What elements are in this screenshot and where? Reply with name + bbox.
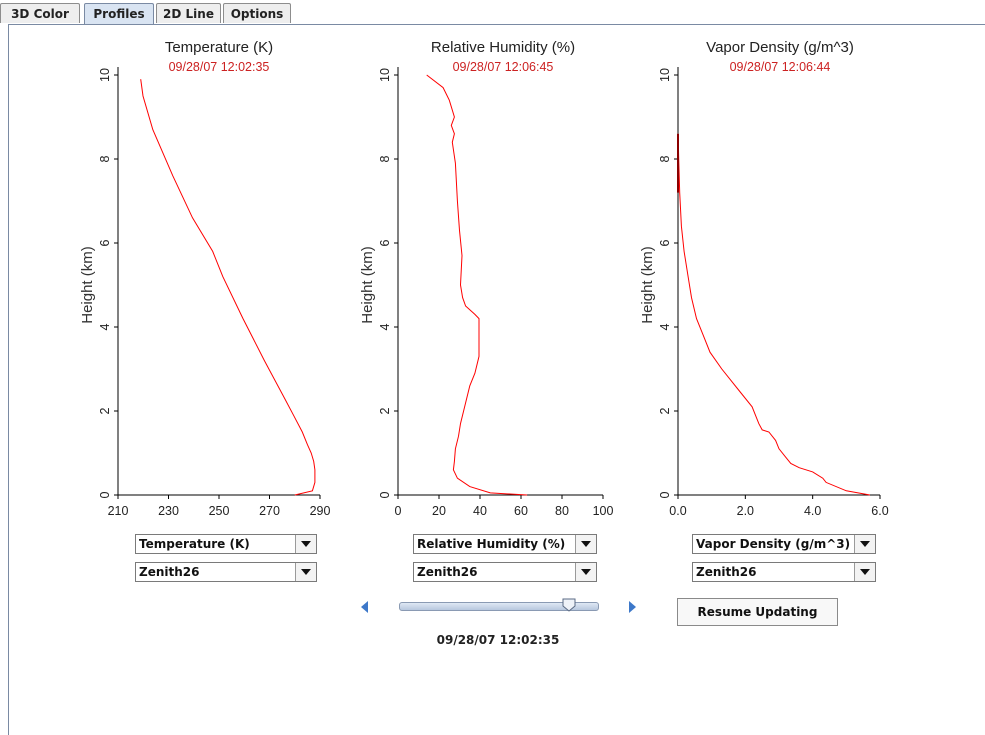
x-tick-label: 60 <box>514 504 528 518</box>
x-tick-label: 0 <box>395 504 402 518</box>
time-slider-track[interactable] <box>399 602 599 611</box>
variable-select-humidity[interactable]: Relative Humidity (%) <box>413 534 597 554</box>
y-tick-label: 8 <box>658 155 672 162</box>
y-axis-label: Height (km) <box>359 246 376 324</box>
profile-line <box>140 79 316 496</box>
chart-title: Vapor Density (g/m^3) <box>706 39 854 56</box>
y-tick-label: 8 <box>378 155 392 162</box>
variable-select-value: Relative Humidity (%) <box>417 537 566 551</box>
x-tick-label: 250 <box>209 504 230 518</box>
step-forward-arrow-icon[interactable] <box>629 601 636 613</box>
chevron-down-icon[interactable] <box>295 563 316 581</box>
variable-select-temperature[interactable]: Temperature (K) <box>135 534 317 554</box>
profile-chart-3: Vapor Density (g/m^3) 09/28/07 12:06:44 0.… <box>639 39 889 518</box>
y-tick-label: 8 <box>98 155 112 162</box>
y-tick-label: 10 <box>658 68 672 82</box>
location-select-vapor[interactable]: Zenith26 <box>692 562 876 582</box>
chart-timestamp: 09/28/07 12:06:44 <box>730 60 831 74</box>
y-tick-label: 4 <box>378 323 392 330</box>
y-axis-label: Height (km) <box>639 246 656 324</box>
x-tick-label: 4.0 <box>804 504 821 518</box>
y-tick-label: 6 <box>378 239 392 246</box>
x-tick-label: 6.0 <box>871 504 888 518</box>
current-time-label: 09/28/07 12:02:35 <box>436 633 560 647</box>
y-tick-label: 6 <box>658 239 672 246</box>
location-select-value: Zenith26 <box>696 565 757 579</box>
x-tick-label: 230 <box>158 504 179 518</box>
time-slider-thumb[interactable] <box>562 598 576 612</box>
chevron-down-icon[interactable] <box>575 563 596 581</box>
y-tick-label: 10 <box>98 68 112 82</box>
x-tick-label: 290 <box>310 504 331 518</box>
y-tick-label: 2 <box>98 407 112 414</box>
location-select-temperature[interactable]: Zenith26 <box>135 562 317 582</box>
y-tick-label: 2 <box>658 407 672 414</box>
location-select-value: Zenith26 <box>417 565 478 579</box>
variable-select-value: Temperature (K) <box>139 537 250 551</box>
x-tick-label: 270 <box>259 504 280 518</box>
tab-3d-color[interactable]: 3D Color <box>0 3 80 23</box>
chart-timestamp: 09/28/07 12:02:35 <box>169 60 270 74</box>
y-tick-label: 6 <box>98 239 112 246</box>
resume-updating-button[interactable]: Resume Updating <box>677 598 838 626</box>
tab-2d-line[interactable]: 2D Line <box>156 3 221 23</box>
profile-line <box>677 133 870 496</box>
x-tick-label: 80 <box>555 504 569 518</box>
chevron-down-icon[interactable] <box>854 535 875 553</box>
variable-select-value: Vapor Density (g/m^3) <box>696 537 851 551</box>
profile-line <box>426 74 528 496</box>
x-tick-label: 210 <box>108 504 129 518</box>
step-back-arrow-icon[interactable] <box>361 601 368 613</box>
variable-select-vapor[interactable]: Vapor Density (g/m^3) <box>692 534 876 554</box>
chart-timestamp: 09/28/07 12:06:45 <box>453 60 554 74</box>
y-tick-label: 0 <box>98 491 112 498</box>
chevron-down-icon[interactable] <box>575 535 596 553</box>
x-tick-label: 0.0 <box>669 504 686 518</box>
y-tick-label: 4 <box>98 323 112 330</box>
tab-profiles[interactable]: Profiles <box>84 3 154 24</box>
x-tick-label: 100 <box>593 504 614 518</box>
location-select-humidity[interactable]: Zenith26 <box>413 562 597 582</box>
y-tick-label: 10 <box>378 68 392 82</box>
tab-options[interactable]: Options <box>223 3 291 23</box>
chart-title: Relative Humidity (%) <box>431 39 575 56</box>
y-tick-label: 0 <box>658 491 672 498</box>
tab-strip: 3D Color Profiles 2D Line Options <box>0 0 985 26</box>
x-tick-label: 2.0 <box>737 504 754 518</box>
y-tick-label: 4 <box>658 323 672 330</box>
profiles-panel <box>8 24 985 735</box>
y-axis-label: Height (km) <box>79 246 96 324</box>
y-tick-label: 0 <box>378 491 392 498</box>
chart-title: Temperature (K) <box>165 39 273 56</box>
chevron-down-icon[interactable] <box>295 535 316 553</box>
location-select-value: Zenith26 <box>139 565 200 579</box>
x-tick-label: 20 <box>432 504 446 518</box>
chevron-down-icon[interactable] <box>854 563 875 581</box>
profile-chart-2: Relative Humidity (%) 09/28/07 12:06:45 0 2… <box>359 39 613 518</box>
x-tick-label: 40 <box>473 504 487 518</box>
y-tick-label: 2 <box>378 407 392 414</box>
